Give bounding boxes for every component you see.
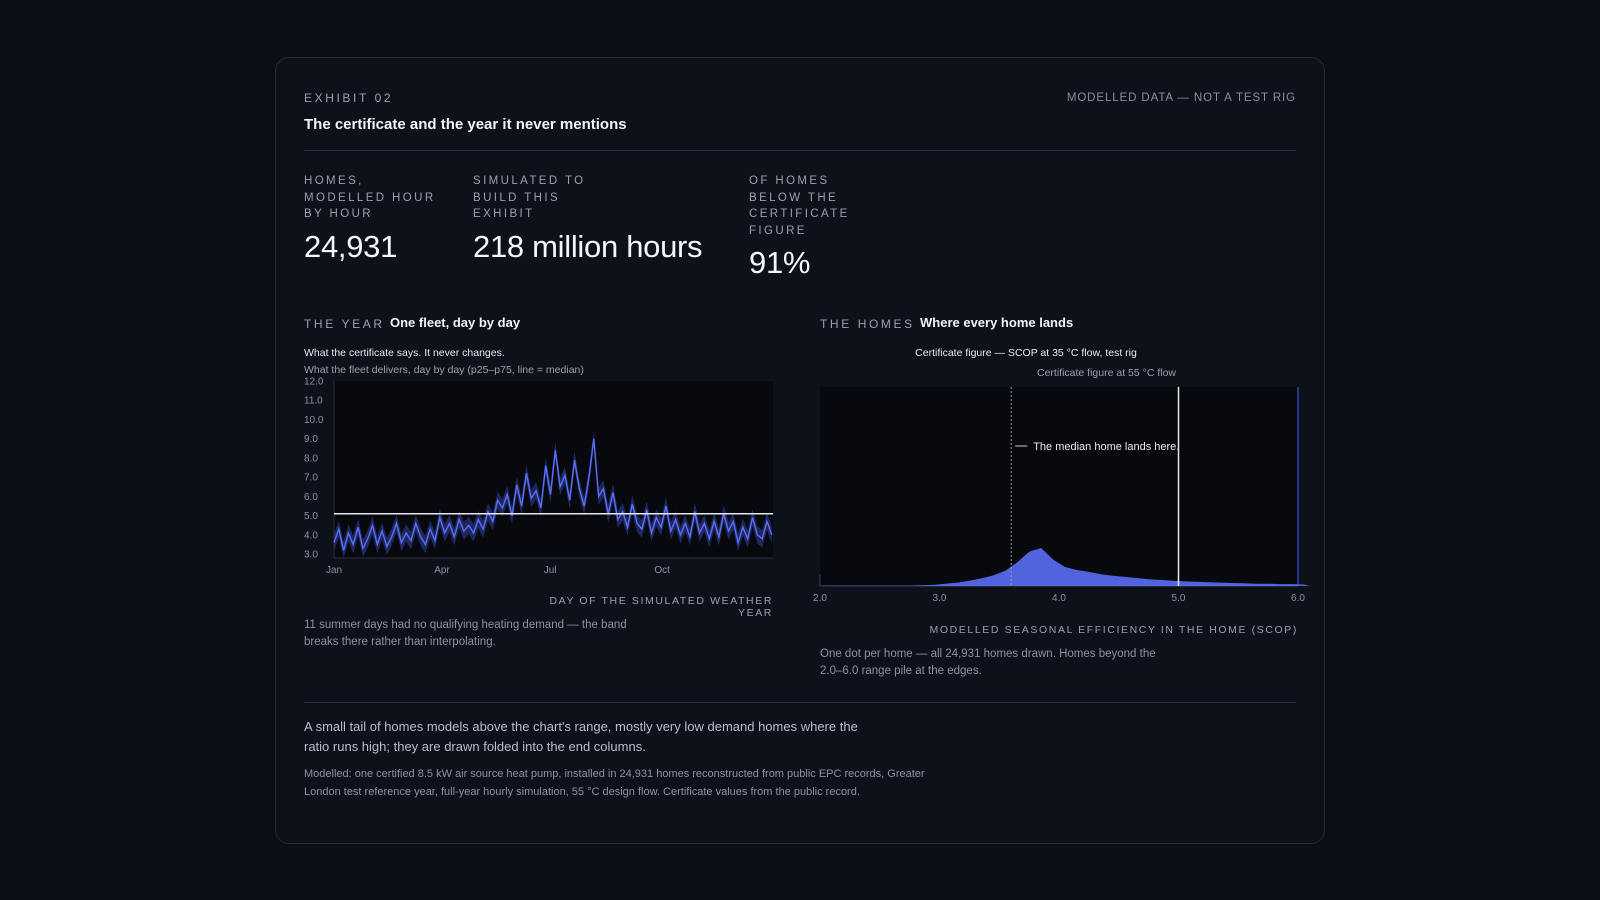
y-tick-label: 6.0: [304, 492, 318, 503]
y-tick-label: 5.0: [304, 511, 318, 522]
y-tick-label: 9.0: [304, 434, 318, 445]
year-panel-title: One fleet, day by day: [390, 315, 521, 330]
kpi-value: 91%: [749, 245, 811, 280]
x-tick-label: 3.0: [933, 593, 947, 604]
kpi-value: 24,931: [304, 228, 398, 264]
exhibit-title: The certificate and the year it never me…: [304, 116, 627, 133]
kpi-label: HOMES, MODELLED HOUR BY HOUR: [304, 175, 436, 220]
kpi-label: OF HOMES BELOW THE CERTIFICATE FIGURE: [749, 175, 850, 237]
y-tick-label: 3.0: [304, 550, 318, 561]
iqr-band: [334, 430, 772, 558]
footer-lead: A small tail of homes models above the c…: [304, 719, 858, 754]
distribution-area: [820, 548, 1310, 586]
median-annotation: The median home lands here.: [1033, 441, 1179, 453]
year-caption: 11 summer days had no qualifying heating…: [304, 619, 627, 648]
legend-certificate-35: Certificate figure — SCOP at 35 °C flow,…: [915, 347, 1137, 359]
year-x-axis-label: DAY OF THE SIMULATED WEATHER YEAR: [549, 595, 773, 619]
exhibit-kicker: EXHIBIT 02: [304, 91, 394, 105]
homes-panel-kicker: THE HOMES: [820, 317, 915, 331]
kpi-share-below: OF HOMES BELOW THE CERTIFICATE FIGURE 91…: [749, 173, 869, 281]
kpi-value: 218 million hours: [473, 228, 703, 264]
year-panel-kicker: THE YEAR: [304, 317, 385, 331]
exhibit-card: EXHIBIT 02 MODELLED DATA — NOT A TEST RI…: [275, 57, 1325, 844]
year-chart: 3.0 4.0 5.0 6.0 7.0 8.0 9.0 10.0 11.0 12.0 Jan Apr J…: [304, 377, 773, 576]
legend-certificate: What the certificate says. It never chan…: [304, 347, 505, 359]
y-tick-label: 4.0: [304, 530, 318, 541]
homes-x-axis-label: MODELLED SEASONAL EFFICIENCY IN THE HOME…: [929, 624, 1298, 636]
y-tick-label: 7.0: [304, 473, 318, 484]
homes-caption: One dot per home — all 24,931 homes draw…: [820, 648, 1156, 677]
x-tick-label: Jan: [326, 565, 342, 576]
median-line: [333, 438, 773, 551]
homes-panel-title: Where every home lands: [920, 315, 1074, 330]
footer-divider: [304, 702, 1296, 703]
x-tick-label: 5.0: [1172, 593, 1186, 604]
x-tick-label: Jul: [544, 565, 557, 576]
x-tick-label: Oct: [654, 565, 670, 576]
kpi-label: SIMULATED TO BUILD THIS EXHIBIT: [473, 175, 586, 220]
y-tick-label: 12.0: [304, 377, 324, 388]
plot-area: [820, 387, 1298, 586]
y-tick-label: 11.0: [304, 396, 323, 407]
kpi-hours: SIMULATED TO BUILD THIS EXHIBIT 218 mill…: [473, 173, 723, 265]
x-tick-label: 2.0: [813, 593, 827, 604]
legend-certificate-55: Certificate figure at 55 °C flow: [1036, 367, 1176, 379]
y-tick-label: 10.0: [304, 415, 324, 426]
homes-chart: 2.0 3.0 4.0 5.0 6.0 The median home lands her…: [813, 387, 1310, 604]
x-tick-label: 4.0: [1052, 593, 1066, 604]
source-note: MODELLED DATA — NOT A TEST RIG: [1066, 92, 1296, 104]
x-tick-label: 6.0: [1291, 593, 1305, 604]
header-divider: [304, 150, 1296, 151]
y-tick-label: 8.0: [304, 453, 318, 464]
legend-fleet: What the fleet delivers, day by day (p25…: [304, 364, 584, 376]
kpi-homes: HOMES, MODELLED HOUR BY HOUR 24,931: [304, 173, 444, 265]
x-tick-label: Apr: [434, 565, 450, 576]
footer-method: Modelled: one certified 8.5 kW air sourc…: [304, 768, 925, 798]
